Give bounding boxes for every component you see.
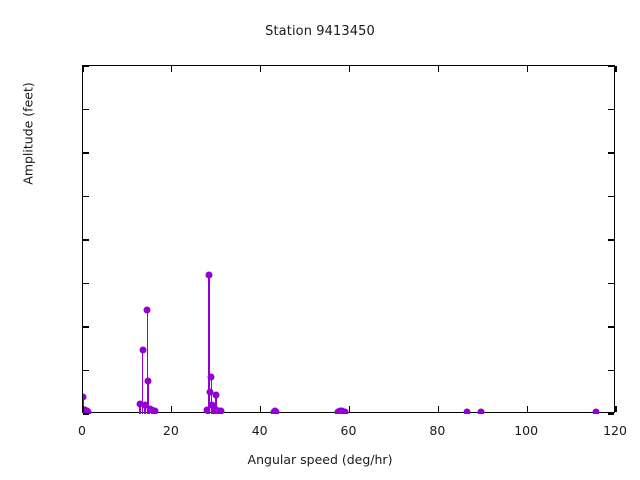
x-axis-label: Angular speed (deg/hr) xyxy=(247,452,393,467)
data-point xyxy=(206,388,214,396)
data-series-layer xyxy=(83,66,616,414)
y-tick-mark xyxy=(83,239,89,241)
x-tick-label: 60 xyxy=(340,423,357,438)
x-tick-mark xyxy=(437,66,439,72)
x-tick-mark xyxy=(171,66,173,72)
y-tick-mark xyxy=(83,369,89,372)
y-tick-mark xyxy=(608,65,614,67)
stem-line xyxy=(210,377,213,414)
x-tick-mark xyxy=(82,406,84,412)
y-tick-mark xyxy=(608,239,614,241)
data-point xyxy=(144,377,152,385)
y-tick-mark xyxy=(83,152,89,154)
x-tick-mark xyxy=(348,66,351,72)
data-point xyxy=(212,391,220,399)
data-point xyxy=(136,400,144,408)
x-tick-label: 100 xyxy=(514,423,539,438)
data-point xyxy=(141,401,149,409)
x-tick-mark xyxy=(348,406,351,412)
stem-line xyxy=(208,274,210,414)
data-point xyxy=(143,306,151,314)
y-tick-mark xyxy=(608,413,614,415)
y-tick-mark xyxy=(83,108,89,111)
y-tick-mark xyxy=(83,195,89,198)
stem-line xyxy=(83,396,84,414)
chart-title: Station 9413450 xyxy=(265,24,375,39)
data-point xyxy=(203,406,211,414)
stem-line xyxy=(141,349,144,414)
x-tick-mark xyxy=(526,406,528,412)
stem-line xyxy=(144,405,146,414)
x-tick-mark xyxy=(260,66,262,72)
x-tick-mark xyxy=(260,406,262,412)
data-point xyxy=(341,408,349,414)
y-tick-mark xyxy=(608,369,614,372)
x-tick-mark xyxy=(615,66,617,72)
x-tick-mark xyxy=(82,66,84,72)
x-tick-label: 20 xyxy=(162,423,179,438)
data-point xyxy=(217,407,225,414)
y-tick-mark xyxy=(608,108,614,111)
data-point xyxy=(477,408,485,414)
data-point xyxy=(592,408,600,414)
data-point xyxy=(139,346,147,354)
x-tick-label: 80 xyxy=(429,423,446,438)
data-point xyxy=(83,393,87,401)
x-tick-mark xyxy=(437,406,439,412)
y-tick-mark xyxy=(608,195,614,198)
data-point xyxy=(463,408,471,414)
y-tick-mark xyxy=(608,326,614,328)
data-point xyxy=(205,271,213,279)
x-tick-label: 0 xyxy=(78,423,86,438)
data-point xyxy=(207,373,215,381)
y-tick-mark xyxy=(608,152,614,154)
x-tick-mark xyxy=(526,66,528,72)
y-axis-label: Amplitude (feet) xyxy=(20,82,36,185)
stem-line xyxy=(139,403,141,414)
stem-line xyxy=(147,380,149,414)
y-tick-mark xyxy=(83,326,89,328)
stem-line xyxy=(215,394,217,414)
y-tick-mark xyxy=(83,65,89,67)
y-tick-mark xyxy=(83,413,89,415)
data-point xyxy=(84,408,92,414)
stem-line xyxy=(146,309,149,414)
y-tick-mark xyxy=(83,282,89,285)
x-tick-mark xyxy=(615,406,617,412)
data-point xyxy=(151,407,158,414)
data-point xyxy=(272,408,280,414)
x-tick-mark xyxy=(171,406,173,412)
x-tick-label: 120 xyxy=(603,423,627,438)
y-tick-mark xyxy=(608,282,614,285)
x-tick-label: 40 xyxy=(251,423,268,438)
plot-area xyxy=(82,65,617,415)
